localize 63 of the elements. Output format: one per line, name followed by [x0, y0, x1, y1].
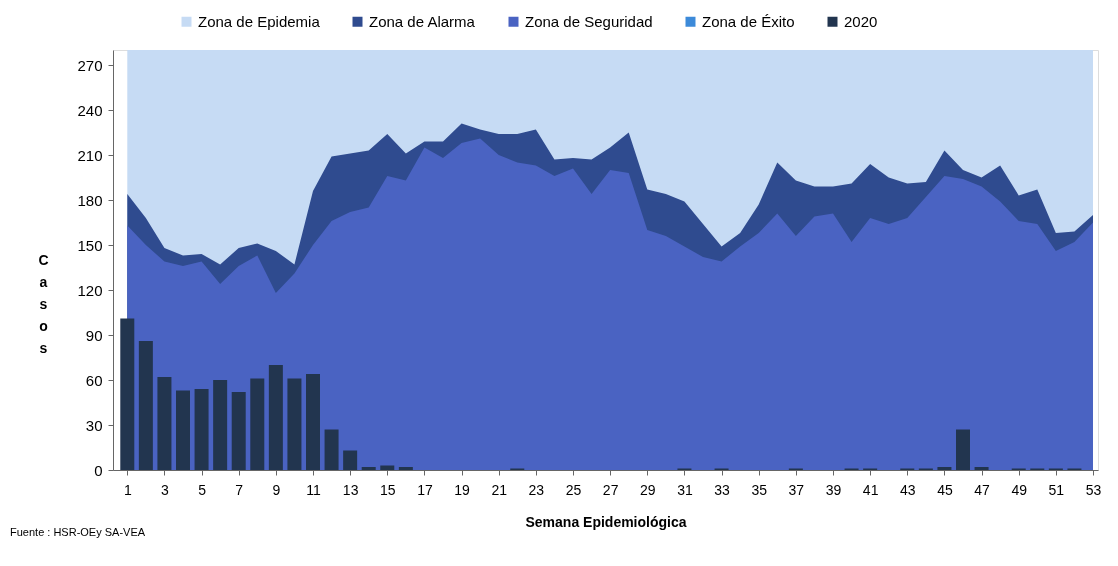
y-tick-label: 30: [85, 416, 103, 434]
x-tick-label: 39: [825, 481, 842, 498]
x-tick-label: 3: [161, 481, 170, 498]
y-tick-label: 90: [85, 326, 103, 344]
bar: [306, 374, 320, 470]
x-tick-label: 25: [565, 481, 582, 498]
bar: [287, 378, 302, 470]
x-tick-label: 21: [491, 481, 508, 498]
bar: [213, 380, 228, 470]
y-axis-title: Casos: [38, 251, 49, 356]
y-tick-label: 60: [85, 371, 103, 389]
bar: [268, 365, 283, 470]
x-tick-label: 45: [937, 481, 953, 498]
y-tick-label: 270: [77, 56, 103, 74]
source-note: Fuente : HSR-OEy SA-VEA: [10, 526, 146, 538]
x-tick-label: 13: [342, 481, 359, 498]
x-tick-label: 35: [751, 481, 768, 498]
x-tick-label: 33: [714, 481, 731, 498]
legend-label: Zona de Alarma: [369, 12, 476, 30]
bar: [120, 318, 135, 470]
x-axis-title: Semana Epidemiológica: [525, 513, 687, 530]
bar: [361, 467, 376, 470]
bar: [956, 429, 970, 470]
x-tick-label: 47: [974, 481, 991, 498]
bar: [343, 450, 358, 470]
x-tick-label: 9: [272, 481, 281, 498]
x-tick-label: 27: [602, 481, 619, 498]
x-tick-label: 29: [640, 481, 656, 498]
legend-label: Zona de Éxito: [702, 12, 795, 30]
y-tick-label: 120: [77, 281, 103, 299]
x-tick-label: 31: [677, 481, 693, 498]
legend-label: Zona de Seguridad: [525, 12, 653, 30]
x-tick-label: 1: [123, 481, 132, 498]
y-tick-label: 210: [77, 146, 103, 164]
y-tick-label: 240: [77, 101, 103, 119]
x-tick-label: 41: [862, 481, 879, 498]
bar: [398, 467, 413, 470]
bar: [231, 392, 246, 470]
x-tick-label: 5: [198, 481, 207, 498]
x-tick-label: 43: [900, 481, 916, 498]
x-tick-label: 11: [306, 481, 321, 498]
bar: [138, 341, 153, 470]
y-tick-label: 180: [77, 191, 103, 209]
bar: [176, 390, 190, 470]
x-tick-label: 23: [528, 481, 545, 498]
x-tick-label: 19: [454, 481, 471, 498]
bar: [324, 429, 339, 470]
y-tick-label: 0: [94, 461, 103, 479]
bar: [250, 378, 265, 470]
bar: [194, 389, 209, 470]
y-tick-label: 150: [77, 236, 103, 254]
x-tick-label: 37: [788, 481, 805, 498]
legend-label: Zona de Epidemia: [198, 12, 321, 30]
bar: [937, 467, 952, 470]
legend-label: 2020: [844, 12, 878, 30]
x-tick-label: 17: [417, 481, 433, 498]
bar: [157, 377, 172, 470]
x-tick-label: 15: [380, 481, 396, 498]
x-tick-label: 49: [1011, 481, 1028, 498]
x-tick-label: 51: [1048, 481, 1065, 498]
x-tick-label: 7: [235, 481, 244, 498]
bar: [974, 467, 989, 470]
x-tick-label: 53: [1085, 481, 1102, 498]
